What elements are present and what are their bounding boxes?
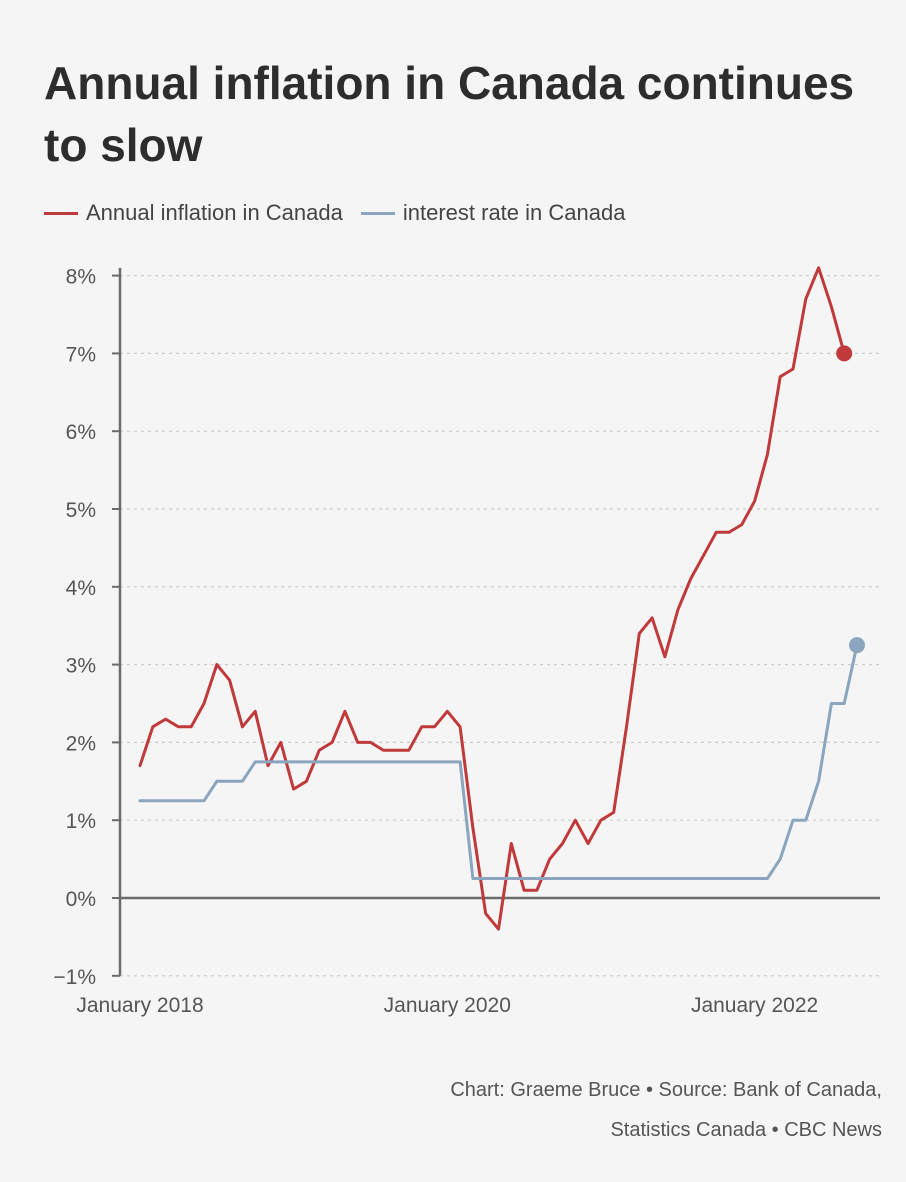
y-tick-label-0: −1% (53, 966, 96, 989)
legend-swatch-inflation (44, 211, 78, 215)
legend-item-interest: interest rate in Canada (360, 200, 626, 226)
end-marker-interest-rate (849, 637, 865, 654)
y-tick-label-4: 3% (66, 655, 96, 678)
series-line-inflation (138, 266, 846, 931)
y-tick-label-6: 5% (66, 499, 96, 522)
legend-label-interest: interest rate in Canada (402, 200, 626, 225)
series-line-interest-rate (138, 643, 859, 880)
x-tick-label-2: January 2022 (691, 994, 818, 1017)
footer-credit-line-1: Chart: Graeme Bruce • Source: Bank of Ca… (450, 1079, 882, 1101)
footer-credit-line-2: Statistics Canada • CBC News (610, 1119, 882, 1141)
y-tick-label-2: 1% (66, 810, 96, 833)
chart-footer: Chart: Graeme Bruce • Source: Bank of Ca… (450, 1070, 882, 1150)
y-tick-label-1: 0% (66, 888, 96, 911)
y-tick-label-7: 6% (66, 421, 96, 444)
chart-title: Annual inflation in Canada continues to … (44, 57, 855, 171)
legend-swatch-interest (360, 211, 395, 215)
end-marker-inflation (836, 345, 853, 362)
y-tick-label-5: 4% (66, 577, 96, 600)
chart-legend: Annual inflation in Canada interest rate… (44, 200, 643, 226)
y-tick-label-3: 2% (66, 732, 96, 755)
legend-item-inflation: Annual inflation in Canada (44, 200, 343, 226)
y-tick-label-8: 7% (66, 343, 96, 366)
legend-label-inflation: Annual inflation in Canada (86, 200, 343, 225)
x-tick-label-1: January 2020 (384, 994, 511, 1017)
x-tick-label-0: January 2018 (76, 994, 203, 1017)
y-tick-label-9: 8% (66, 266, 96, 289)
